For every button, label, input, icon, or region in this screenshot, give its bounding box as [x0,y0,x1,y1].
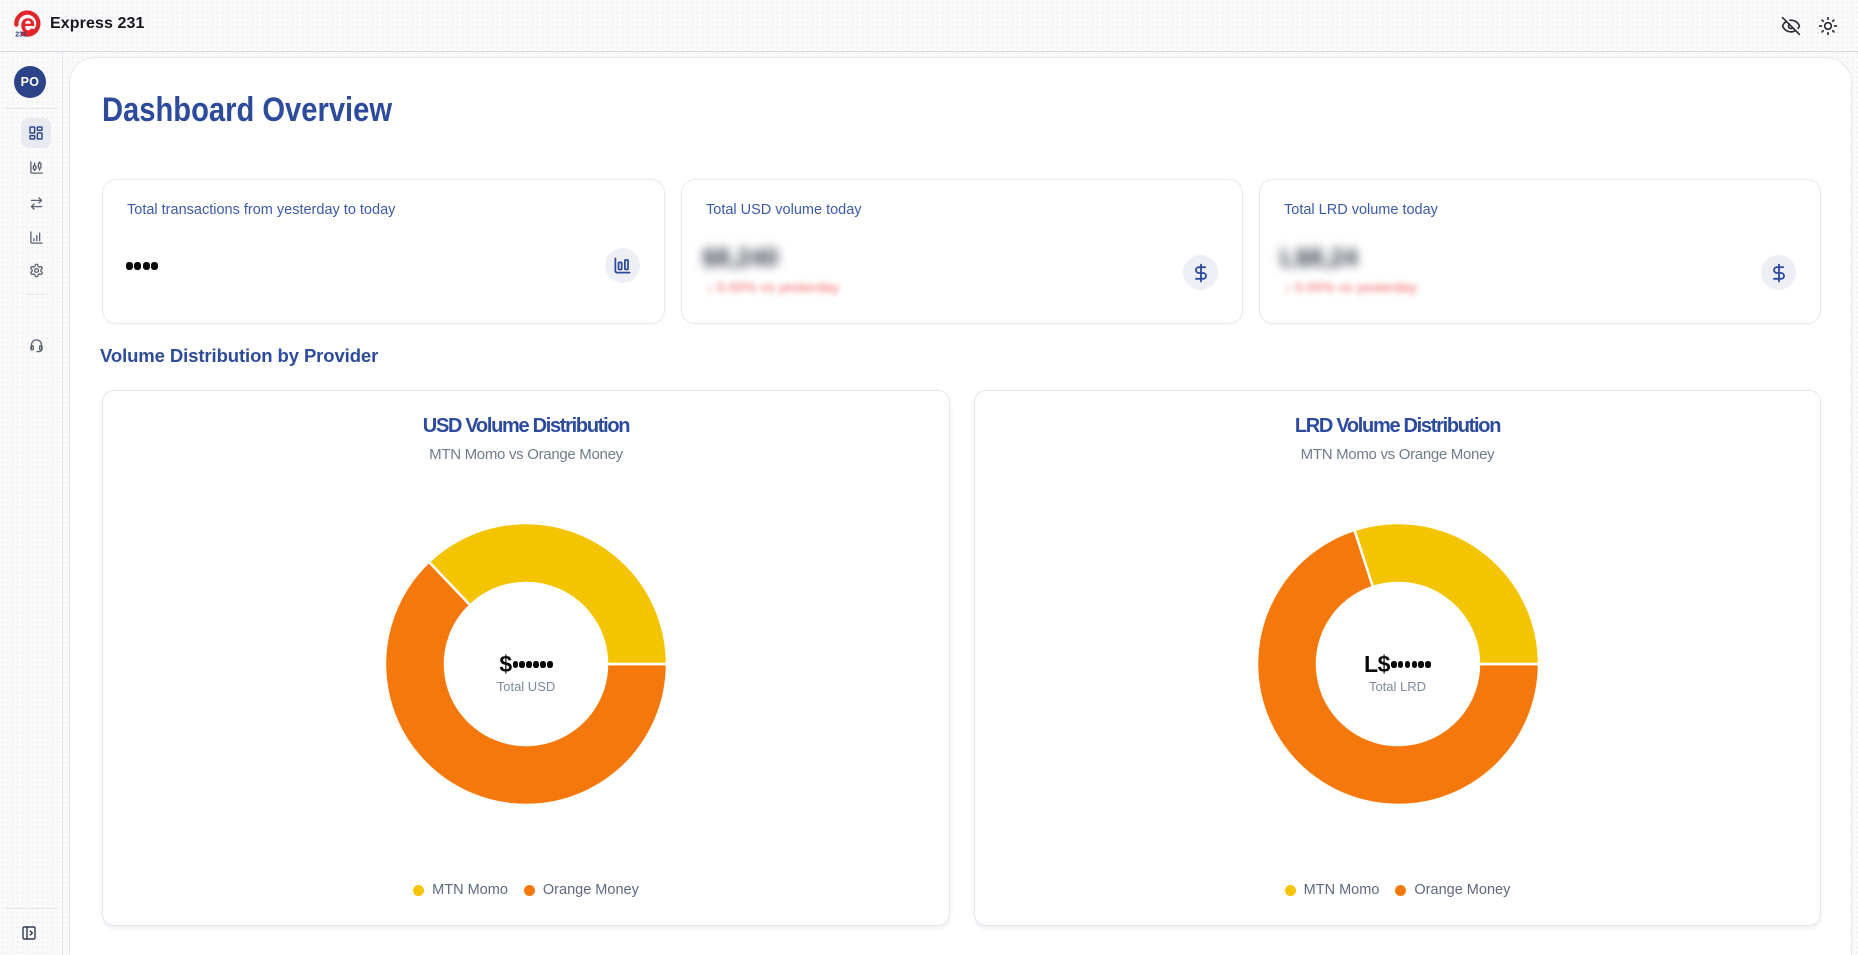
svg-text:e: e [20,8,35,38]
svg-text:231: 231 [15,31,27,38]
